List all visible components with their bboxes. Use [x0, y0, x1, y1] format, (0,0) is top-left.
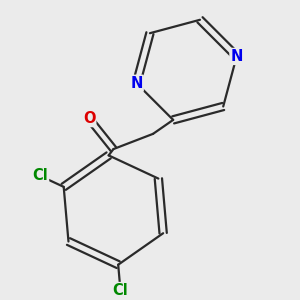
- Text: N: N: [130, 76, 143, 91]
- Text: N: N: [230, 49, 243, 64]
- Text: Cl: Cl: [112, 283, 128, 298]
- Text: O: O: [83, 111, 95, 126]
- Text: Cl: Cl: [32, 168, 48, 183]
